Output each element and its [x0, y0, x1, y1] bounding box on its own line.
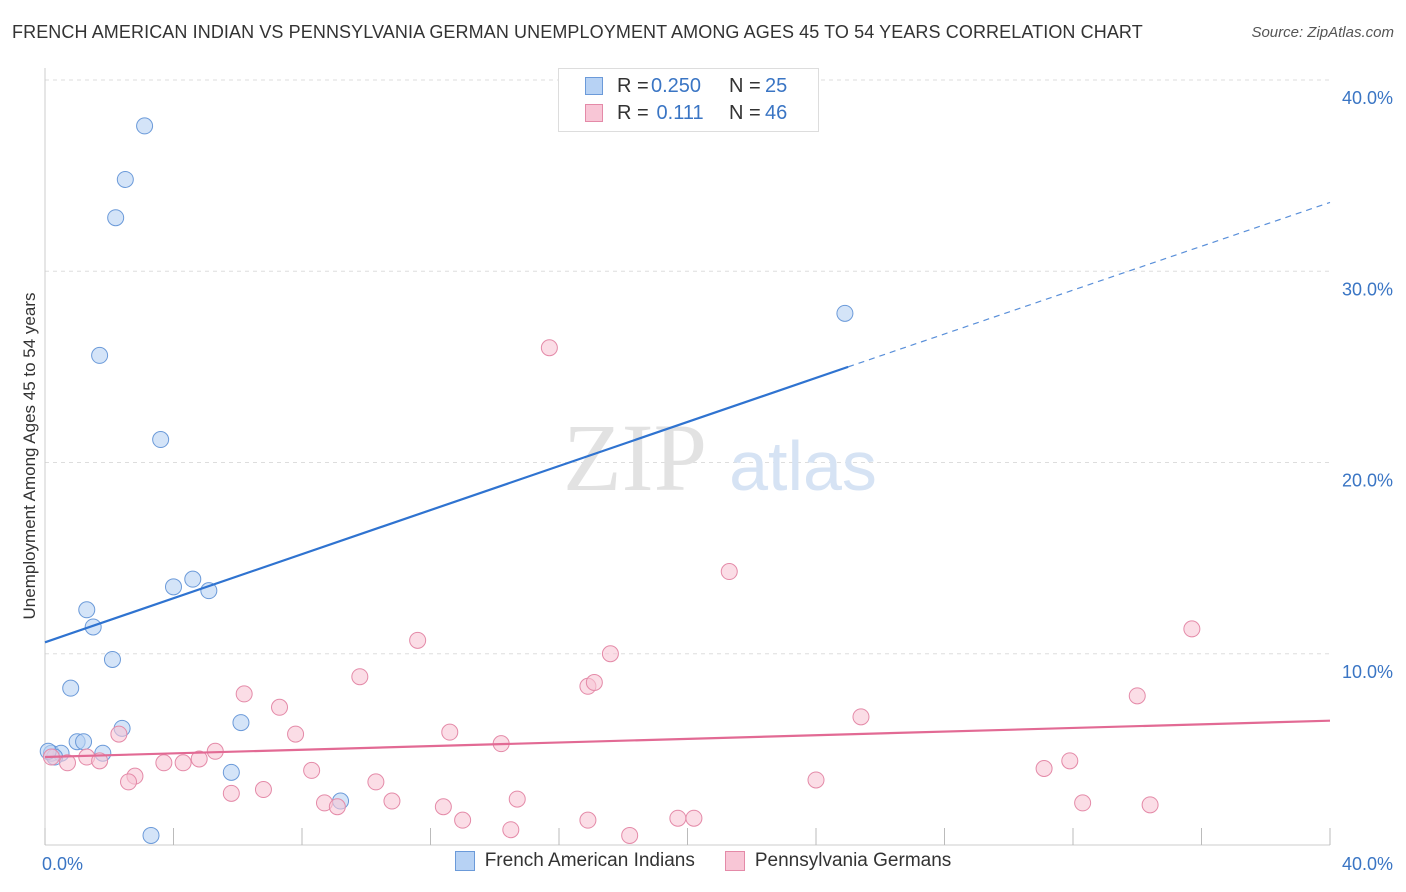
pennsylvania-german-point: [540, 339, 558, 357]
legend-r-value: 0.111: [651, 101, 704, 124]
pennsylvania-german-point: [454, 811, 472, 829]
french-american-indian-point: [116, 170, 134, 188]
x-tick-label: 40.0%: [1342, 854, 1393, 874]
legend-label: French American Indians: [484, 850, 695, 871]
pennsylvania-german-point: [807, 771, 825, 789]
pennsylvania-german-point: [434, 798, 452, 816]
pennsylvania-german-point: [287, 725, 305, 743]
x-tick-label: 0.0%: [42, 854, 83, 874]
pennsylvania-german-point: [601, 645, 619, 663]
chart-title: FRENCH AMERICAN INDIAN VS PENNSYLVANIA G…: [12, 22, 1143, 42]
pennsylvania-german-point: [155, 754, 173, 772]
french-american-indian-point: [142, 826, 160, 844]
legend-label: Pennsylvania Germans: [754, 850, 952, 871]
legend-r-label: R =: [617, 101, 649, 124]
pennsylvania-german-point: [1183, 620, 1201, 638]
legend-r-value: 0.250: [651, 74, 702, 97]
legend-swatch-pink: [724, 851, 745, 871]
series-legend: French American Indians Pennsylvania Ger…: [0, 850, 1406, 872]
french-american-indian-point: [62, 679, 80, 697]
pennsylvania-german-point: [367, 773, 385, 791]
french-american-indian-trend-line: [44, 365, 849, 644]
pennsylvania-german-point: [1074, 794, 1092, 812]
pennsylvania-german-point: [351, 668, 369, 686]
pennsylvania-german-point: [1061, 752, 1079, 770]
legend-item-french-american-indians: French American Indians: [454, 850, 695, 872]
source-label: Source: ZipAtlas.com: [1251, 24, 1394, 41]
french-american-indian-point: [165, 578, 182, 596]
pennsylvania-german-point: [110, 725, 128, 743]
pennsylvania-german-point: [328, 798, 346, 816]
french-american-indian-point: [75, 733, 93, 751]
legend-n-label: N =: [729, 101, 761, 124]
y-tick-label: 30.0%: [1342, 279, 1393, 299]
legend-swatch-blue: [585, 77, 603, 95]
french-american-indian-point: [103, 650, 121, 668]
pennsylvania-german-point: [508, 790, 526, 808]
pennsylvania-german-point: [58, 754, 76, 772]
pennsylvania-german-point: [222, 784, 240, 802]
pennsylvania-german-point: [303, 761, 321, 779]
french-american-indian-point: [78, 601, 96, 619]
pennsylvania-german-point: [271, 698, 289, 716]
pennsylvania-german-point: [1141, 796, 1159, 814]
legend-n-label: N =: [729, 74, 761, 97]
pennsylvania-german-point: [669, 809, 687, 827]
pennsylvania-german-point: [1128, 687, 1146, 705]
y-tick-label: 10.0%: [1342, 662, 1393, 682]
legend-row-pennsylvania-germans: R = 0.111 N = 46: [585, 100, 787, 126]
legend-swatch-blue: [454, 851, 475, 871]
axes: [44, 68, 1331, 846]
pennsylvania-german-point: [502, 821, 520, 839]
pennsylvania-german-point: [685, 809, 703, 827]
y-tick-label: 20.0%: [1342, 471, 1393, 491]
french-american-indian-point: [136, 117, 154, 135]
pennsylvania-german-point: [852, 708, 870, 726]
pennsylvania-german-point: [254, 781, 272, 799]
pennsylvania-german-point: [91, 752, 109, 770]
correlation-legend: R = 0.250 N = 25 R = 0.111 N = 46: [558, 68, 819, 132]
legend-item-pennsylvania-germans: Pennsylvania Germans: [724, 850, 952, 872]
french-american-indian-point: [836, 304, 854, 322]
watermark-atlas: atlas: [729, 427, 877, 505]
pennsylvania-german-point: [1035, 760, 1053, 777]
pennsylvania-german-point: [120, 773, 138, 791]
french-american-indian-point: [152, 431, 170, 449]
legend-n-value: 25: [765, 74, 788, 97]
french-american-indian-point: [222, 763, 240, 781]
french-american-indian-trend-line-extension: [847, 201, 1331, 368]
pennsylvania-german-trend-line: [44, 719, 1331, 759]
legend-swatch-pink: [585, 104, 603, 122]
pennsylvania-german-point: [190, 750, 208, 768]
pennsylvania-german-point: [441, 723, 459, 741]
pennsylvania-german-point: [720, 563, 738, 581]
pennsylvania-german-point: [235, 685, 253, 703]
pennsylvania-german-point: [579, 811, 597, 829]
legend-r-label: R =: [617, 74, 649, 97]
trend-lines: [44, 201, 1331, 759]
pennsylvania-german-point: [174, 754, 192, 772]
french-american-indian-point: [232, 714, 250, 732]
french-american-indian-point: [184, 570, 202, 588]
legend-n-value: 46: [765, 101, 788, 124]
french-american-indian-point: [107, 209, 125, 227]
pennsylvania-german-point: [621, 826, 639, 844]
gridlines: [45, 79, 1330, 655]
axis-labels: Unemployment Among Ages 45 to 54 years 1…: [20, 88, 1393, 874]
y-tick-label: 40.0%: [1342, 88, 1393, 108]
legend-row-french-american-indians: R = 0.250 N = 25: [585, 73, 787, 99]
y-axis-label: Unemployment Among Ages 45 to 54 years: [20, 293, 39, 620]
pennsylvania-german-point: [383, 792, 401, 810]
french-american-indian-point: [91, 346, 109, 364]
pennsylvania-german-point: [585, 673, 603, 691]
french-american-indian-point: [84, 618, 102, 636]
watermark: ZIP atlas: [563, 404, 877, 511]
pennsylvania-german-point: [409, 631, 427, 649]
